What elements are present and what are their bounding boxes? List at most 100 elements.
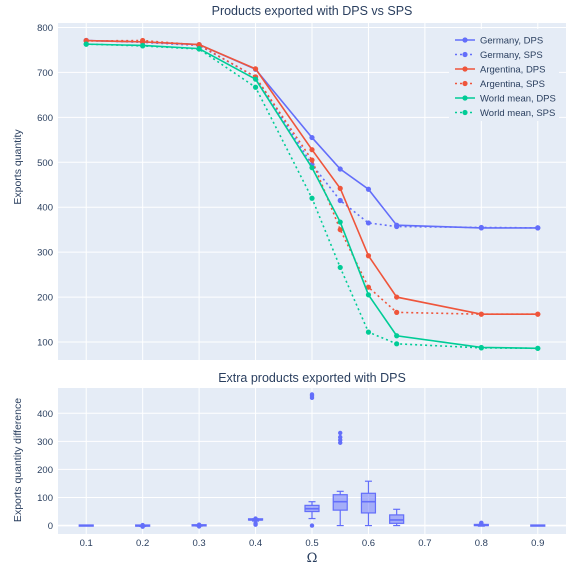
legend-item[interactable]: Argentina, SPS (455, 79, 545, 90)
legend[interactable]: Germany, DPS Germany, SPS Argentina, DPS Ar… (449, 29, 559, 121)
boxplot[interactable] (247, 516, 264, 527)
legend-marker (462, 80, 468, 87)
outlier-point[interactable] (253, 521, 258, 526)
data-point[interactable] (83, 41, 89, 47)
series-line[interactable] (86, 43, 538, 350)
data-point[interactable] (478, 345, 484, 351)
data-point[interactable] (309, 195, 315, 201)
boxplot[interactable] (530, 524, 546, 527)
outlier-point[interactable] (253, 516, 258, 521)
boxplot[interactable] (389, 508, 405, 527)
outlier-point[interactable] (196, 522, 202, 527)
data-point[interactable] (535, 345, 541, 351)
outlier-point[interactable] (309, 392, 315, 397)
boxplot[interactable] (78, 524, 94, 527)
top-gridlines (58, 23, 566, 360)
legend-item[interactable]: Germany, DPS (455, 35, 543, 46)
top-y-tick-label: 200 (37, 293, 53, 304)
data-point[interactable] (140, 43, 146, 49)
data-point[interactable] (252, 66, 259, 72)
bottom-x-tick-label: 0.7 (418, 538, 431, 549)
legend-label: World mean, DPS (480, 93, 556, 104)
boxplot[interactable] (473, 520, 489, 527)
data-point[interactable] (394, 341, 400, 347)
data-point[interactable] (196, 42, 202, 48)
bottom-y-tick-label: 400 (37, 409, 53, 420)
data-point[interactable] (309, 134, 315, 141)
data-point[interactable] (535, 311, 541, 317)
legend-item[interactable]: World mean, DPS (455, 93, 556, 104)
legend-label: Germany, SPS (480, 50, 543, 61)
bottom-chart-title: Extra products exported with DPS (218, 371, 406, 385)
series-line[interactable] (86, 39, 538, 315)
box-iqr (389, 514, 405, 524)
top-y-tick-label: 300 (37, 248, 53, 259)
data-point[interactable] (309, 157, 315, 163)
data-point[interactable] (478, 224, 484, 231)
top-y-tick-label: 600 (37, 113, 53, 124)
data-point[interactable] (365, 292, 372, 298)
data-point[interactable] (365, 284, 372, 290)
data-point[interactable] (394, 333, 400, 339)
bottom-y-tick-label: 300 (37, 437, 53, 448)
top-y-tick-label: 800 (37, 23, 53, 34)
bottom-boxplots (78, 392, 546, 529)
legend-marker (462, 66, 468, 72)
data-point[interactable] (196, 46, 202, 52)
data-point[interactable] (394, 294, 400, 300)
legend-label: World mean, SPS (480, 108, 555, 119)
bottom-y-axis-title: Exports quantity difference (12, 398, 24, 522)
data-point[interactable] (337, 197, 343, 204)
boxplot[interactable] (360, 480, 377, 527)
top-chart-title: Products exported with DPS vs SPS (212, 4, 413, 18)
data-point[interactable] (309, 165, 315, 171)
boxplot[interactable] (332, 430, 348, 527)
bottom-y-tick-label: 100 (37, 493, 53, 504)
data-point[interactable] (252, 84, 259, 90)
data-point[interactable] (535, 225, 541, 231)
data-point[interactable] (337, 185, 343, 191)
data-point[interactable] (252, 76, 259, 82)
data-point[interactable] (309, 147, 315, 153)
boxplot[interactable] (191, 522, 207, 529)
bottom-y-tick-labels: 0 100 200 300 400 (37, 409, 53, 532)
data-point[interactable] (337, 219, 343, 225)
legend-marker (462, 95, 468, 101)
legend-label: Germany, DPS (480, 35, 543, 46)
data-point[interactable] (394, 309, 400, 315)
bottom-y-tick-label: 0 (48, 521, 53, 532)
legend-item[interactable]: Argentina, DPS (455, 64, 545, 75)
data-point[interactable] (394, 223, 400, 230)
outlier-point[interactable] (479, 520, 484, 525)
outlier-point[interactable] (338, 430, 343, 436)
data-point[interactable] (337, 227, 343, 233)
outlier-point[interactable] (309, 523, 315, 528)
top-y-tick-label: 700 (37, 68, 53, 79)
legend-background (449, 29, 559, 121)
series-world-mean-sps[interactable] (83, 41, 541, 351)
legend-marker (462, 109, 468, 116)
top-y-tick-label: 100 (37, 338, 53, 349)
data-point[interactable] (365, 220, 372, 226)
bottom-x-tick-label: 0.1 (80, 538, 93, 549)
outlier-point[interactable] (338, 434, 343, 440)
bottom-x-tick-label: 0.6 (362, 538, 375, 549)
legend-label: Argentina, DPS (480, 64, 545, 75)
outlier-point[interactable] (140, 522, 145, 528)
top-subplot: 100 200 300 400 500 600 700 800 Products export… (12, 4, 566, 360)
data-point[interactable] (365, 186, 372, 192)
top-y-tick-labels: 100 200 300 400 500 600 700 800 (37, 23, 53, 349)
bottom-x-axis-title: Ω (307, 551, 318, 566)
data-point[interactable] (337, 166, 343, 172)
legend-item[interactable]: World mean, SPS (455, 108, 555, 119)
boxplot[interactable] (304, 392, 320, 528)
data-point[interactable] (337, 264, 343, 271)
data-point[interactable] (478, 311, 484, 317)
boxplot[interactable] (135, 522, 151, 529)
data-point[interactable] (365, 253, 372, 259)
data-point[interactable] (140, 37, 146, 44)
top-y-axis-title: Exports quantity (12, 129, 24, 205)
data-point[interactable] (365, 329, 372, 335)
legend-item[interactable]: Germany, SPS (455, 50, 543, 61)
